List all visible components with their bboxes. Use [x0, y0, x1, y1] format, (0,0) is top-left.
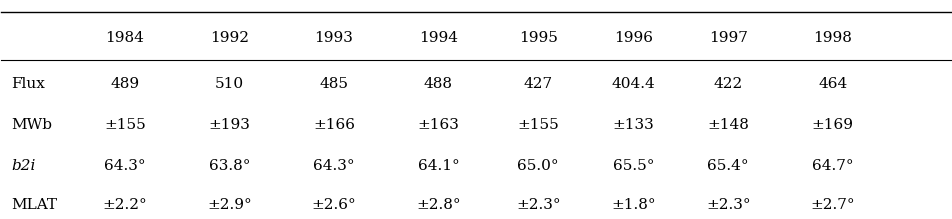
Text: ±2.3°: ±2.3° — [515, 198, 560, 212]
Text: 65.4°: 65.4° — [706, 159, 748, 173]
Text: 1998: 1998 — [813, 31, 851, 45]
Text: 65.0°: 65.0° — [517, 159, 559, 173]
Text: 63.8°: 63.8° — [208, 159, 250, 173]
Text: ±169: ±169 — [811, 118, 853, 132]
Text: ±163: ±163 — [417, 118, 459, 132]
Text: ±2.7°: ±2.7° — [809, 198, 854, 212]
Text: 65.5°: 65.5° — [612, 159, 653, 173]
Text: 1993: 1993 — [314, 31, 353, 45]
Text: 422: 422 — [713, 77, 743, 90]
Text: 464: 464 — [818, 77, 846, 90]
Text: 427: 427 — [524, 77, 552, 90]
Text: 1994: 1994 — [419, 31, 458, 45]
Text: ±2.9°: ±2.9° — [207, 198, 251, 212]
Text: ±2.6°: ±2.6° — [311, 198, 356, 212]
Text: ±2.3°: ±2.3° — [705, 198, 750, 212]
Text: ±193: ±193 — [208, 118, 250, 132]
Text: ±1.8°: ±1.8° — [610, 198, 655, 212]
Text: 404.4: 404.4 — [611, 77, 654, 90]
Text: ±166: ±166 — [312, 118, 354, 132]
Text: 64.1°: 64.1° — [417, 159, 459, 173]
Text: 64.3°: 64.3° — [104, 159, 146, 173]
Text: 1984: 1984 — [106, 31, 144, 45]
Text: ±148: ±148 — [706, 118, 748, 132]
Text: 1997: 1997 — [708, 31, 747, 45]
Text: MWb: MWb — [10, 118, 51, 132]
Text: 64.3°: 64.3° — [313, 159, 354, 173]
Text: 1996: 1996 — [613, 31, 652, 45]
Text: ±2.2°: ±2.2° — [103, 198, 148, 212]
Text: ±133: ±133 — [612, 118, 653, 132]
Text: 489: 489 — [110, 77, 139, 90]
Text: ±2.8°: ±2.8° — [416, 198, 461, 212]
Text: Flux: Flux — [10, 77, 45, 90]
Text: ±155: ±155 — [517, 118, 559, 132]
Text: b2i: b2i — [10, 159, 35, 173]
Text: 488: 488 — [424, 77, 452, 90]
Text: 510: 510 — [214, 77, 244, 90]
Text: 64.7°: 64.7° — [811, 159, 853, 173]
Text: MLAT: MLAT — [10, 198, 57, 212]
Text: 1995: 1995 — [518, 31, 557, 45]
Text: 1992: 1992 — [209, 31, 248, 45]
Text: ±155: ±155 — [104, 118, 146, 132]
Text: 485: 485 — [319, 77, 348, 90]
